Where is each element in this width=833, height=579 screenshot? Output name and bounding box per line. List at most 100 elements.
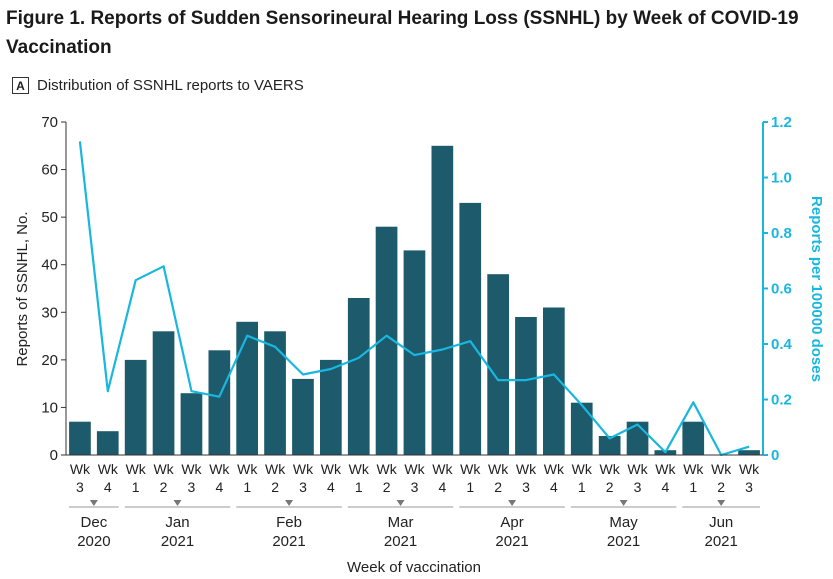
y-tick-label-4: 40	[41, 257, 58, 274]
bar-0	[69, 421, 91, 455]
month-year-4: 2021	[495, 533, 528, 550]
x-tick-num-21: 4	[662, 479, 670, 495]
x-tick-wk-6: Wk	[237, 461, 258, 477]
bar-18	[570, 402, 593, 455]
bar-1	[96, 431, 119, 455]
bar-20	[626, 421, 649, 455]
x-tick-num-3: 2	[160, 479, 168, 495]
x-tick-wk-0: Wk	[70, 461, 91, 477]
panel-label: A Distribution of SSNHL reports to VAERS	[12, 77, 304, 94]
x-tick-num-13: 4	[438, 479, 446, 495]
month-label-6: Jun	[709, 514, 733, 531]
x-axis-label: Week of vaccination	[347, 559, 481, 576]
bar-13	[431, 145, 454, 456]
x-tick-wk-13: Wk	[432, 461, 453, 477]
x-tick-wk-16: Wk	[516, 461, 537, 477]
x-tick-num-8: 3	[299, 479, 307, 495]
y-tick-label-0: 0	[50, 447, 58, 464]
x-tick-wk-11: Wk	[377, 461, 398, 477]
x-tick-num-5: 4	[215, 479, 223, 495]
bar-6	[236, 321, 258, 455]
month-label-2: Feb	[276, 514, 302, 531]
x-tick-num-12: 3	[411, 479, 419, 495]
bar-14	[459, 202, 482, 455]
x-tick-wk-7: Wk	[265, 461, 286, 477]
y-axis-label: Reports of SSNHL, No.	[14, 211, 31, 366]
x-tick-wk-2: Wk	[126, 461, 147, 477]
x-tick-wk-9: Wk	[321, 461, 342, 477]
y-tick-label-3: 30	[41, 304, 58, 321]
month-pointer-1	[173, 500, 182, 506]
y2-tick-label-1: 0.2	[771, 392, 792, 409]
x-tick-num-15: 2	[494, 479, 502, 495]
x-tick-wk-14: Wk	[460, 461, 481, 477]
figure-title: Figure 1. Reports of Sudden Sensorineura…	[6, 8, 799, 58]
bar-5	[208, 350, 231, 455]
y2-tick-label-3: 0.6	[771, 281, 792, 298]
month-pointer-5	[619, 500, 628, 506]
x-tick-wk-5: Wk	[209, 461, 230, 477]
month-year-6: 2021	[704, 533, 737, 550]
x-tick-wk-17: Wk	[544, 461, 565, 477]
month-pointer-4	[508, 500, 517, 506]
x-tick-wk-10: Wk	[349, 461, 370, 477]
bar-8	[292, 378, 314, 455]
rate-line	[78, 141, 750, 457]
y-tick-label-2: 20	[41, 352, 58, 369]
month-label-5: May	[609, 514, 638, 531]
y2-tick-label-6: 1.2	[771, 114, 792, 131]
month-year-1: 2021	[161, 533, 194, 550]
x-tick-wk-3: Wk	[153, 461, 174, 477]
bar-3	[152, 331, 175, 455]
y-tick-label-5: 50	[41, 209, 58, 226]
y-tick-label-6: 60	[41, 162, 58, 179]
month-label-0: Dec	[81, 514, 108, 531]
x-tick-wk-22: Wk	[683, 461, 704, 477]
bar-22	[682, 421, 705, 455]
bar-17	[543, 307, 565, 455]
x-tick-wk-21: Wk	[655, 461, 676, 477]
month-label-4: Apr	[500, 514, 523, 531]
x-tick-num-1: 4	[104, 479, 112, 495]
x-tick-num-4: 3	[188, 479, 196, 495]
bar-12	[403, 250, 426, 455]
y2-tick-label-2: 0.4	[771, 336, 793, 353]
x-tick-wk-19: Wk	[600, 461, 621, 477]
x-tick-num-17: 4	[550, 479, 558, 495]
month-pointer-0	[89, 500, 98, 506]
bar-2	[124, 359, 147, 455]
x-tick-wk-24: Wk	[739, 461, 760, 477]
x-tick-num-9: 4	[327, 479, 335, 495]
panel-letter: A	[12, 77, 29, 94]
x-tick-num-2: 1	[132, 479, 140, 495]
bar-9	[320, 359, 342, 455]
x-tick-num-24: 3	[745, 479, 753, 495]
bar-24	[738, 450, 760, 455]
month-year-5: 2021	[607, 533, 640, 550]
month-pointer-2	[285, 500, 294, 506]
x-tick-wk-8: Wk	[293, 461, 314, 477]
x-tick-wk-1: Wk	[98, 461, 119, 477]
x-tick-num-0: 3	[76, 479, 84, 495]
x-tick-num-11: 2	[383, 479, 391, 495]
bar-4	[180, 393, 203, 455]
month-year-3: 2021	[384, 533, 417, 550]
bar-15	[487, 274, 509, 455]
x-tick-wk-4: Wk	[181, 461, 202, 477]
bar-10	[347, 298, 370, 455]
x-tick-num-7: 2	[271, 479, 279, 495]
x-tick-num-6: 1	[243, 479, 251, 495]
x-tick-num-20: 3	[634, 479, 642, 495]
x-tick-num-14: 1	[466, 479, 474, 495]
y-tick-label-7: 70	[41, 114, 58, 131]
month-pointer-3	[396, 500, 405, 506]
month-label-1: Jan	[165, 514, 189, 531]
bar-16	[515, 317, 537, 455]
bar-19	[598, 436, 621, 455]
x-tick-num-23: 2	[717, 479, 725, 495]
month-year-2: 2021	[272, 533, 305, 550]
month-pointer-6	[717, 500, 726, 506]
month-year-0: 2020	[77, 533, 110, 550]
y2-tick-label-4: 0.8	[771, 225, 792, 242]
bar-7	[264, 331, 286, 455]
